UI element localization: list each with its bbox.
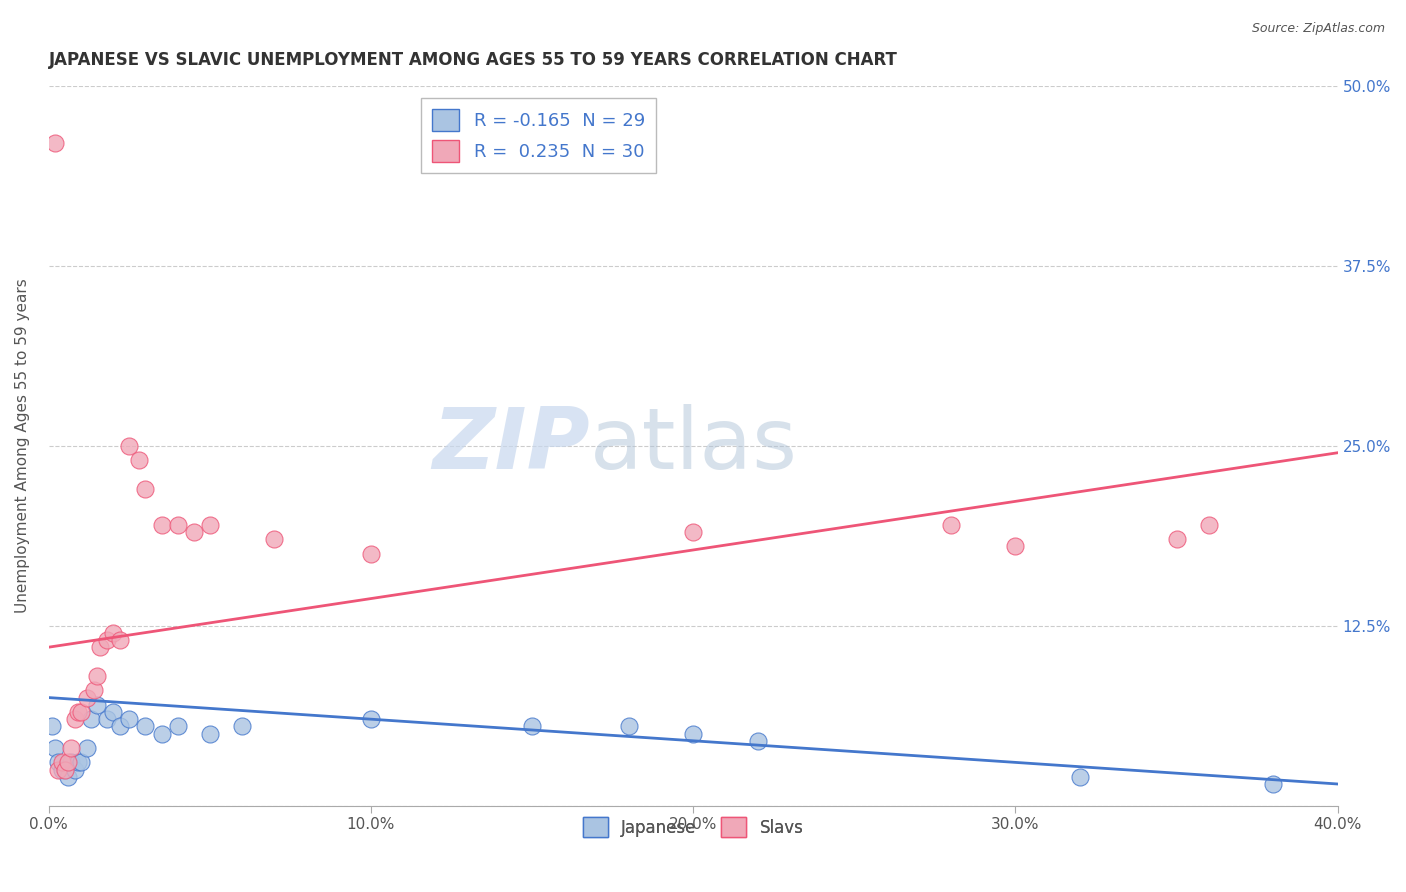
Point <box>86 669 108 683</box>
Text: atlas: atlas <box>591 404 799 487</box>
Point <box>76 690 98 705</box>
Point <box>44 741 66 756</box>
Point <box>63 763 86 777</box>
Point <box>44 136 66 150</box>
Text: Source: ZipAtlas.com: Source: ZipAtlas.com <box>1251 22 1385 36</box>
Point <box>263 532 285 546</box>
Point <box>96 632 118 647</box>
Point <box>108 632 131 647</box>
Point <box>360 712 382 726</box>
Point <box>231 719 253 733</box>
Point <box>682 524 704 539</box>
Point <box>56 756 79 770</box>
Point <box>48 756 70 770</box>
Point <box>360 547 382 561</box>
Point <box>70 705 93 719</box>
Point <box>617 719 640 733</box>
Point <box>166 719 188 733</box>
Point <box>66 756 89 770</box>
Point <box>66 705 89 719</box>
Point <box>682 726 704 740</box>
Point <box>70 756 93 770</box>
Point <box>86 698 108 712</box>
Point <box>150 726 173 740</box>
Point <box>51 763 73 777</box>
Point <box>96 712 118 726</box>
Point <box>89 640 111 655</box>
Point <box>103 625 125 640</box>
Point <box>41 719 63 733</box>
Point <box>1263 777 1285 791</box>
Point <box>51 756 73 770</box>
Point <box>118 712 141 726</box>
Legend: Japanese, Slavs: Japanese, Slavs <box>576 811 810 844</box>
Point <box>63 712 86 726</box>
Point <box>134 482 156 496</box>
Point <box>1198 517 1220 532</box>
Point <box>108 719 131 733</box>
Text: JAPANESE VS SLAVIC UNEMPLOYMENT AMONG AGES 55 TO 59 YEARS CORRELATION CHART: JAPANESE VS SLAVIC UNEMPLOYMENT AMONG AG… <box>49 51 897 69</box>
Point <box>939 517 962 532</box>
Point <box>76 741 98 756</box>
Point <box>56 770 79 784</box>
Point <box>150 517 173 532</box>
Point <box>1004 540 1026 554</box>
Text: ZIP: ZIP <box>433 404 591 487</box>
Point <box>183 524 205 539</box>
Point <box>520 719 543 733</box>
Point <box>134 719 156 733</box>
Point <box>747 733 769 747</box>
Point <box>60 756 83 770</box>
Point <box>48 763 70 777</box>
Point <box>1069 770 1091 784</box>
Point <box>1166 532 1188 546</box>
Point <box>166 517 188 532</box>
Point <box>79 712 101 726</box>
Point <box>60 741 83 756</box>
Y-axis label: Unemployment Among Ages 55 to 59 years: Unemployment Among Ages 55 to 59 years <box>15 278 30 613</box>
Point <box>198 517 221 532</box>
Point <box>103 705 125 719</box>
Point <box>53 763 76 777</box>
Point <box>118 438 141 452</box>
Point <box>83 683 105 698</box>
Point <box>198 726 221 740</box>
Point <box>53 763 76 777</box>
Point <box>128 453 150 467</box>
